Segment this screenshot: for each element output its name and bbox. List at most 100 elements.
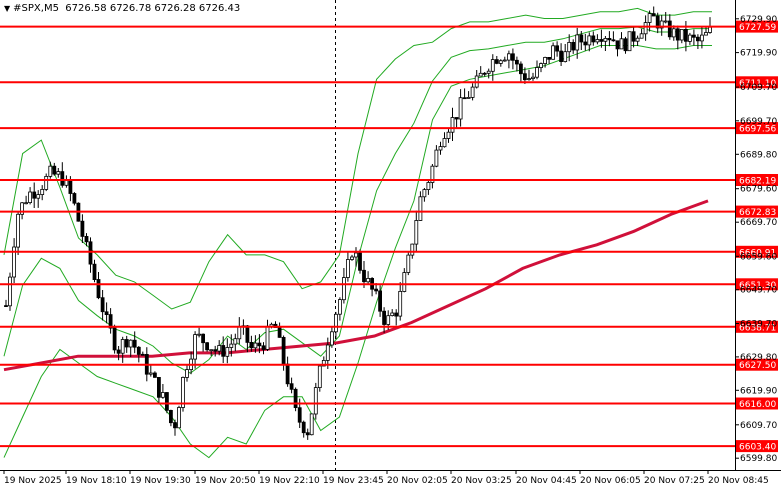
candle-body bbox=[494, 59, 499, 64]
level-group[interactable]: 6682.19 bbox=[0, 174, 778, 187]
candle bbox=[156, 376, 161, 403]
level-label: 6697.56 bbox=[739, 125, 776, 135]
candle-body bbox=[160, 392, 165, 398]
candle-body bbox=[209, 349, 214, 352]
candle bbox=[531, 72, 535, 81]
candle bbox=[434, 145, 439, 168]
level-group[interactable]: 6651.30 bbox=[0, 278, 778, 291]
price-tick-label: 6699.70 bbox=[740, 117, 777, 127]
candle bbox=[56, 168, 61, 178]
candle-body bbox=[325, 344, 330, 361]
candle bbox=[398, 282, 403, 321]
level-label-bg bbox=[736, 245, 778, 258]
candle bbox=[112, 324, 117, 354]
level-group[interactable]: 6616.00 bbox=[0, 397, 778, 411]
level-group[interactable]: 6603.40 bbox=[0, 440, 778, 453]
candle-body bbox=[567, 42, 572, 53]
candle bbox=[64, 175, 69, 188]
candle bbox=[692, 29, 696, 46]
price-tick-label: 6649.70 bbox=[740, 286, 777, 296]
level-label-bg bbox=[736, 174, 778, 186]
candle-body bbox=[156, 376, 161, 398]
candle-body bbox=[418, 196, 423, 221]
candle bbox=[309, 413, 314, 436]
candle bbox=[132, 331, 137, 354]
candle bbox=[647, 10, 652, 32]
candle-body bbox=[583, 41, 588, 46]
candle-body bbox=[470, 86, 475, 98]
candle-body bbox=[237, 325, 242, 340]
candle bbox=[446, 129, 451, 143]
candle-body bbox=[285, 363, 290, 385]
price-axis: 6729.90 6719.90 6709.70 6699.70 6689.80 6679.… bbox=[735, 15, 777, 464]
candle-body bbox=[12, 246, 17, 278]
price-tick-label: 6629.80 bbox=[740, 353, 777, 363]
candle bbox=[193, 331, 198, 369]
candle-body bbox=[52, 165, 57, 175]
candle-body bbox=[378, 290, 383, 312]
candle-body bbox=[454, 117, 459, 120]
candle-body bbox=[181, 376, 185, 408]
candle-body bbox=[341, 277, 346, 301]
candle-body bbox=[40, 188, 45, 195]
candle bbox=[631, 26, 636, 48]
candle-body bbox=[305, 432, 310, 436]
candle-body bbox=[289, 383, 294, 390]
candle-body bbox=[410, 243, 415, 256]
candle-body bbox=[708, 26, 712, 33]
time-tick-label: 20 Nov 08:45 bbox=[708, 476, 769, 486]
candle-body bbox=[595, 39, 600, 43]
candle-body bbox=[374, 288, 379, 292]
bollinger-bands bbox=[3, 7, 712, 459]
candle bbox=[32, 182, 37, 208]
candle bbox=[482, 72, 487, 77]
candle bbox=[277, 322, 282, 338]
candle-body bbox=[4, 305, 8, 308]
candle bbox=[333, 311, 338, 340]
collapse-triangle-icon[interactable]: ▼ bbox=[4, 4, 11, 13]
candle bbox=[148, 364, 153, 377]
level-group[interactable]: 6672.83 bbox=[0, 205, 778, 219]
candle bbox=[454, 117, 459, 128]
level-group[interactable]: 6638.71 bbox=[0, 320, 778, 334]
candle-body bbox=[84, 235, 89, 243]
candle-body bbox=[201, 333, 206, 344]
candle-body bbox=[623, 38, 628, 52]
candle-body bbox=[112, 327, 117, 351]
level-group[interactable]: 6697.56 bbox=[0, 122, 778, 135]
candle-body bbox=[659, 20, 664, 29]
price-tick-label: 6679.60 bbox=[740, 185, 777, 195]
candle bbox=[337, 297, 342, 321]
level-group[interactable]: 6711.10 bbox=[0, 76, 778, 89]
candle bbox=[422, 188, 427, 202]
candle bbox=[394, 309, 399, 326]
level-label: 6603.40 bbox=[739, 443, 776, 453]
candle bbox=[559, 43, 563, 66]
horizontal-levels[interactable]: 6727.59 6711.10 6697.56 6682.19 6672.83 6660.… bbox=[0, 20, 778, 453]
candle-body bbox=[80, 220, 85, 237]
candle-body bbox=[647, 13, 652, 23]
candle-body bbox=[193, 334, 198, 360]
candle-body bbox=[108, 314, 113, 329]
candle-body bbox=[390, 312, 395, 316]
level-group[interactable]: 6627.50 bbox=[0, 358, 778, 372]
candle bbox=[458, 89, 463, 127]
candle-body bbox=[571, 42, 576, 51]
candle-body bbox=[426, 182, 431, 190]
level-label: 6711.10 bbox=[739, 79, 776, 89]
candle bbox=[704, 26, 708, 36]
candle bbox=[168, 409, 173, 427]
candle-body bbox=[329, 331, 334, 346]
candle-body bbox=[140, 353, 145, 356]
candle bbox=[84, 233, 89, 247]
candle bbox=[579, 31, 584, 50]
candle bbox=[438, 141, 443, 155]
level-group[interactable]: 6727.59 bbox=[0, 20, 778, 33]
candle bbox=[181, 376, 185, 412]
candle bbox=[671, 25, 676, 41]
level-group[interactable]: 6660.91 bbox=[0, 245, 778, 258]
candle-body bbox=[164, 392, 169, 411]
candle bbox=[442, 132, 447, 148]
candle bbox=[700, 26, 704, 49]
